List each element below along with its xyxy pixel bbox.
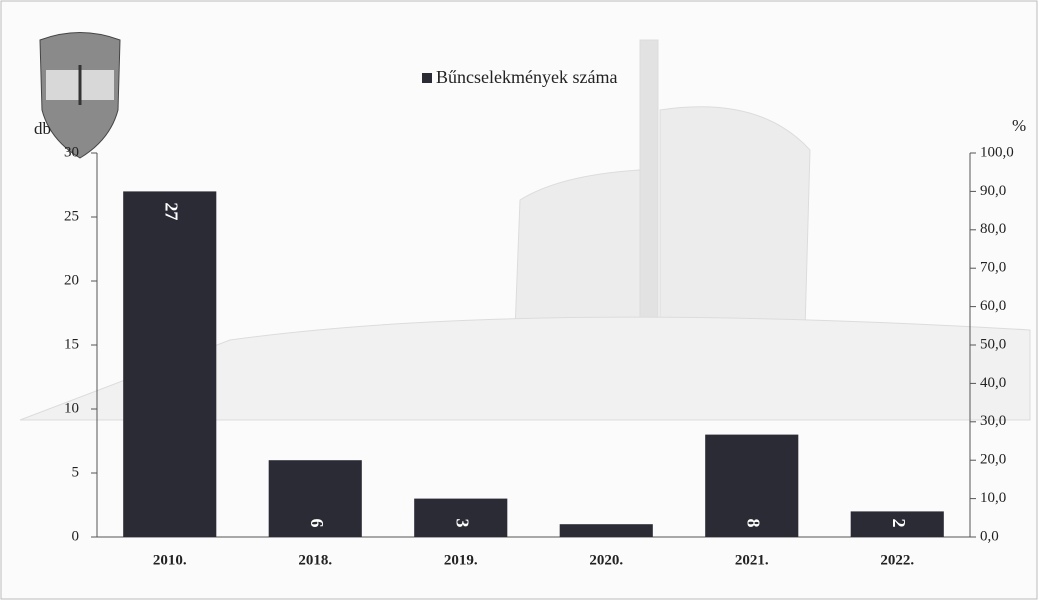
data-label: 3 <box>453 519 473 528</box>
y2-tick-label: 10,0 <box>980 490 1006 506</box>
y2-tick-label: 20,0 <box>980 452 1006 468</box>
data-label: 8 <box>744 519 764 528</box>
y2-tick-label: 40,0 <box>980 375 1006 391</box>
x-tick-label: 2019. <box>444 552 478 568</box>
legend-label: Bűncselekmények száma <box>436 67 617 87</box>
y-tick-label: 0 <box>72 528 80 544</box>
y-tick-label: 20 <box>64 272 79 288</box>
y-tick-label: 30 <box>64 144 79 160</box>
y2-tick-label: 100,0 <box>980 144 1014 160</box>
data-label: 2 <box>889 519 909 528</box>
data-label: 27 <box>162 202 182 220</box>
y-tick-label: 15 <box>64 336 79 352</box>
y2-tick-label: 50,0 <box>980 336 1006 352</box>
x-tick-label: 2021. <box>735 552 769 568</box>
y2-tick-label: 60,0 <box>980 298 1006 314</box>
y-axis-label: db <box>34 119 51 138</box>
y2-tick-label: 30,0 <box>980 413 1006 429</box>
y-tick-label: 10 <box>64 400 79 416</box>
x-tick-label: 2022. <box>880 552 914 568</box>
chart: Bűncselekmények száma db % 0 5 10 15 20 25 30 0… <box>0 0 1038 600</box>
x-tick-label: 2018. <box>298 552 332 568</box>
y2-tick-label: 80,0 <box>980 221 1006 237</box>
y2-tick-label: 90,0 <box>980 183 1006 199</box>
y-tick-label: 25 <box>64 208 79 224</box>
bar <box>560 524 653 537</box>
data-label: 6 <box>307 519 327 528</box>
bar <box>123 191 216 537</box>
y2-tick-label: 0,0 <box>980 528 999 544</box>
y2-tick-label: 70,0 <box>980 260 1006 276</box>
legend-swatch <box>422 73 432 83</box>
x-tick-label: 2020. <box>589 552 623 568</box>
y-tick-label: 5 <box>72 464 80 480</box>
y2-axis-label: % <box>1012 116 1026 135</box>
x-tick-label: 2010. <box>153 552 187 568</box>
